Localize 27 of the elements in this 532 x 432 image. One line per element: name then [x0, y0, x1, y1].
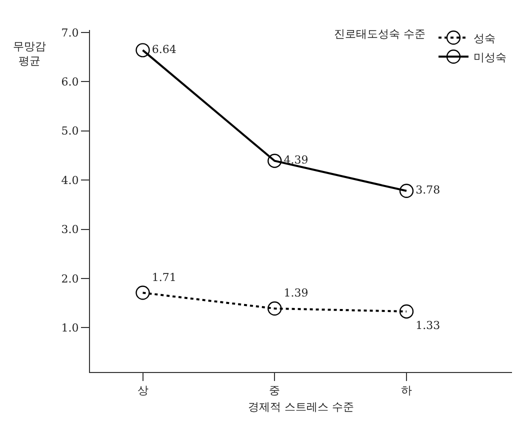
y-tick-label: 1.0	[61, 322, 79, 335]
y-axis-title: 무망감 평균	[13, 40, 46, 68]
point	[268, 154, 282, 168]
point	[136, 43, 150, 58]
point	[399, 184, 414, 198]
x-axis-title: 경제적 스트레스 수준	[248, 400, 354, 414]
x-tick-label: 중	[269, 384, 280, 398]
x-tick-label: 하	[401, 384, 412, 398]
point	[399, 304, 414, 319]
y-tick-label: 7.0	[61, 26, 79, 40]
x-tick-label: 상	[137, 384, 148, 398]
data-label: 4.39	[284, 154, 308, 167]
point	[268, 301, 282, 316]
y-tick-label: 6.0	[61, 76, 79, 89]
legend-title: 진로태도성숙 수준	[334, 27, 426, 40]
y-tick-label: 2.0	[61, 272, 79, 286]
data-label: 6.64	[152, 42, 176, 56]
y-tick-label: 4.0	[61, 174, 79, 187]
data-label: 1.39	[284, 286, 308, 300]
y-tick-label: 3.0	[61, 223, 79, 236]
y-tick-label: 5.0	[61, 124, 79, 138]
data-label: 3.78	[416, 184, 440, 197]
legend-label: 성숙	[474, 32, 496, 45]
data-label: 1.33	[416, 318, 440, 332]
data-label: 1.71	[152, 270, 176, 284]
point	[136, 286, 150, 300]
legend-label: 미성숙	[474, 50, 506, 64]
